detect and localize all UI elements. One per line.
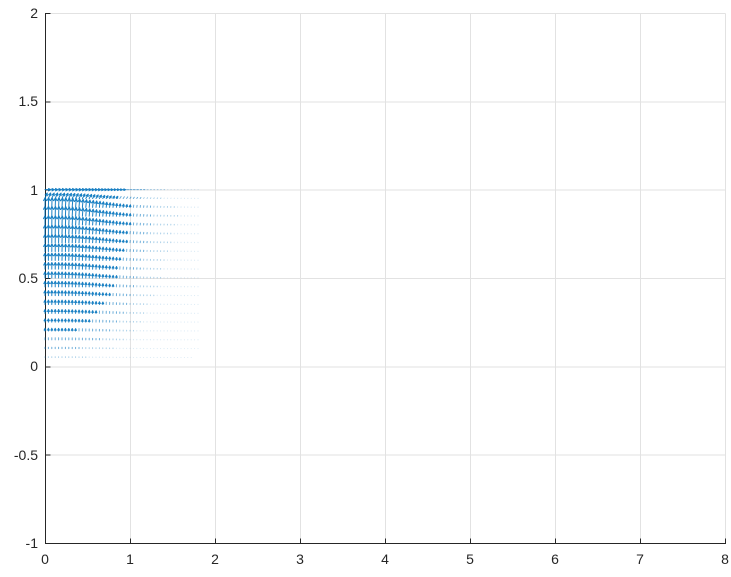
vector-field <box>42 187 199 358</box>
y-tick-label: 2 <box>30 5 38 21</box>
x-tick-label: 7 <box>636 551 644 567</box>
y-tick-label: -1 <box>25 535 38 551</box>
x-tick-label: 4 <box>381 551 389 567</box>
x-tick-label: 2 <box>211 551 219 567</box>
y-tick-label: 0 <box>30 358 38 375</box>
y-tick-label: 1.5 <box>18 93 38 110</box>
x-tick-label: 8 <box>721 551 729 567</box>
x-tick-label: 0 <box>41 551 49 567</box>
x-tick-label: 1 <box>126 551 134 567</box>
x-tick-label: 3 <box>296 551 304 567</box>
y-tick-label: 0.5 <box>18 270 38 286</box>
axes <box>45 13 726 544</box>
y-tick-label: -0.5 <box>13 446 38 463</box>
x-tick-label: 5 <box>466 551 474 567</box>
grid-lines <box>45 13 726 544</box>
y-tick-label: 1 <box>30 181 38 198</box>
x-tick-label: 6 <box>551 551 559 567</box>
